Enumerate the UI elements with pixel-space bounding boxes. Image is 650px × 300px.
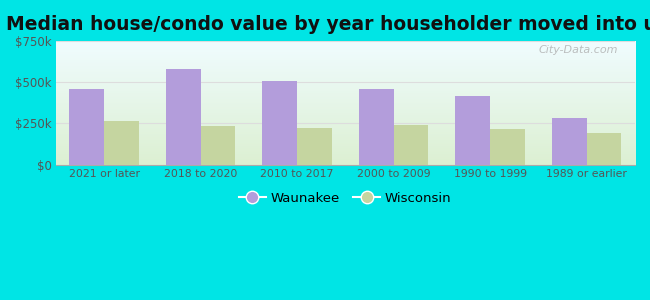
Bar [297, 128, 332, 165]
Bar [263, 81, 297, 165]
Bar [104, 121, 139, 165]
Bar [552, 118, 587, 165]
Bar [70, 89, 104, 165]
Bar [490, 129, 525, 165]
Text: City-Data.com: City-Data.com [538, 45, 617, 55]
Legend: Waunakee, Wisconsin: Waunakee, Wisconsin [234, 186, 457, 210]
Bar [166, 69, 201, 165]
Bar [456, 96, 490, 165]
Bar [394, 125, 428, 165]
Bar [201, 126, 235, 165]
Bar [587, 133, 621, 165]
Title: Median house/condo value by year householder moved into unit: Median house/condo value by year househo… [6, 15, 650, 34]
Bar [359, 89, 394, 165]
